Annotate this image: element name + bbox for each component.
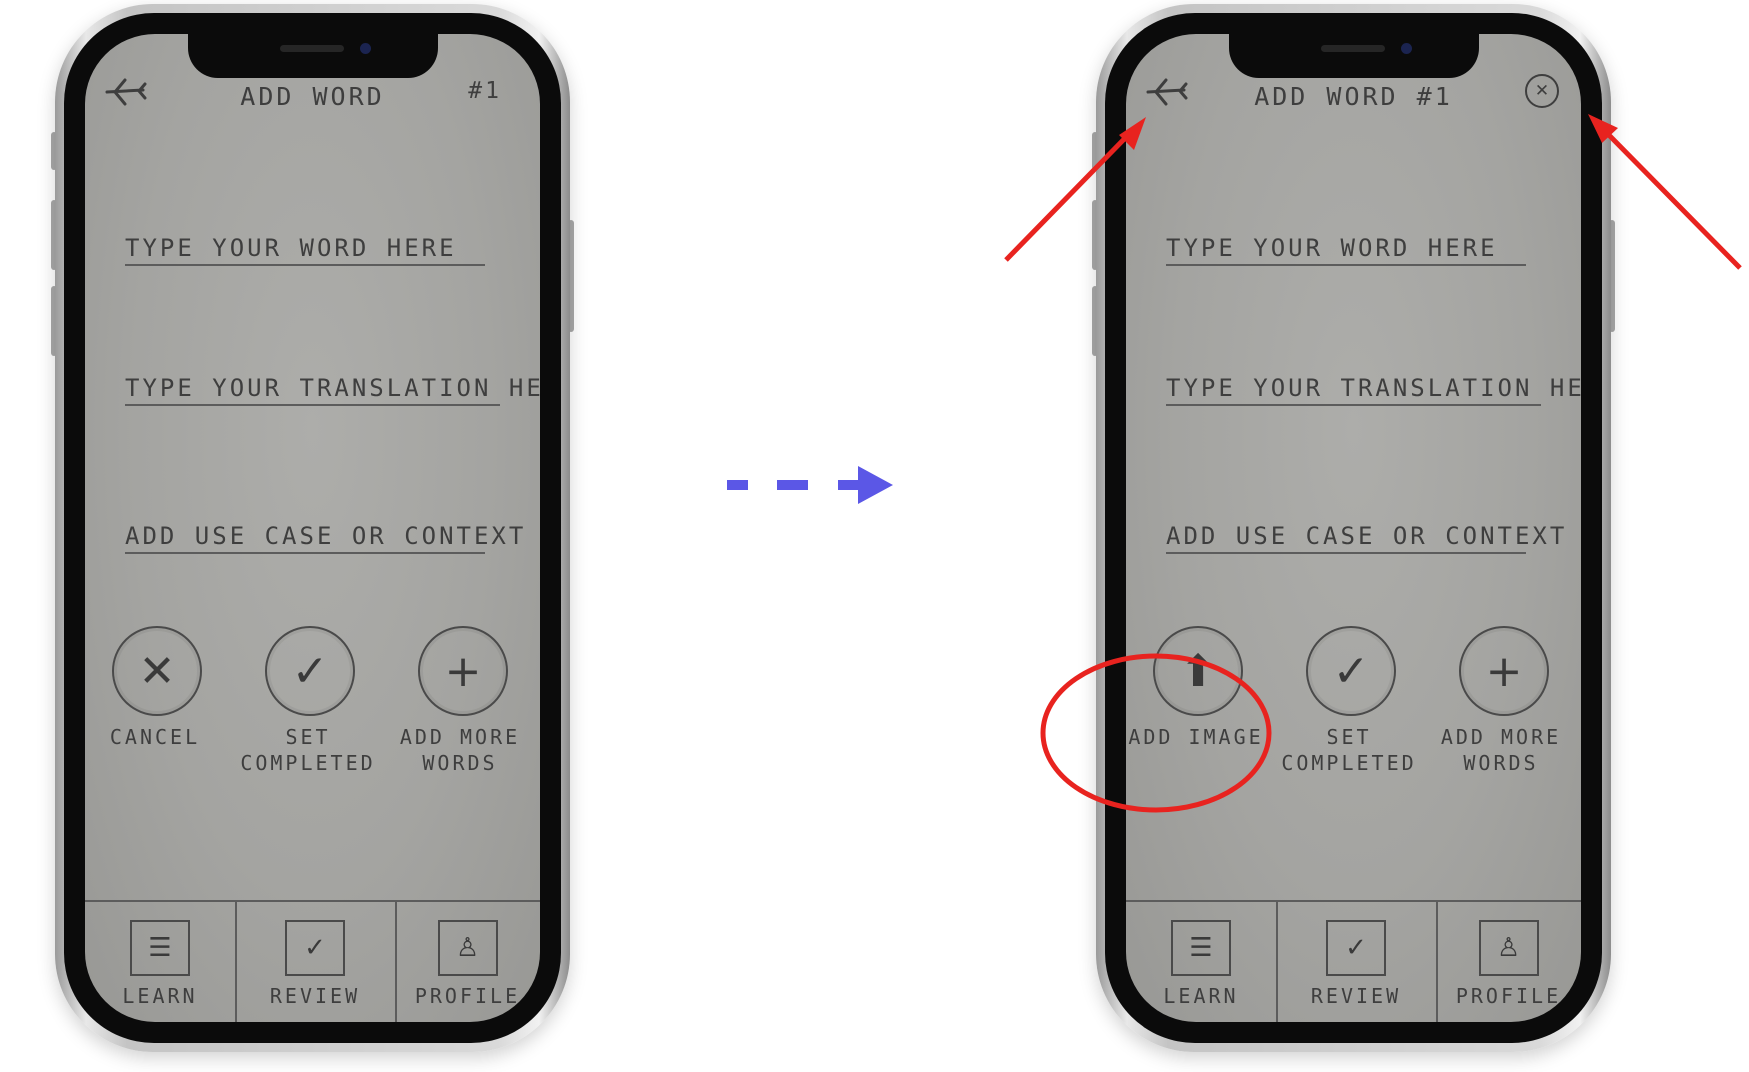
context-input[interactable]: ADD USE CASE OR CONTEXT <box>125 522 523 554</box>
add-more-words-button[interactable]: + <box>418 626 508 716</box>
speaker <box>279 45 344 52</box>
word-number: #1 <box>468 78 502 104</box>
volume-up-button <box>51 200 57 270</box>
notch <box>1228 34 1479 78</box>
translation-input[interactable]: TYPE YOUR TRANSLATION HERE <box>1166 374 1581 406</box>
tab-learn[interactable]: ☰ LEARN <box>1126 902 1278 1022</box>
cancel-label: CANCEL <box>109 725 201 749</box>
user-icon: ♙ <box>437 920 498 976</box>
front-camera <box>359 43 371 54</box>
tab-review[interactable]: ✓ REVIEW <box>1276 902 1438 1022</box>
airplane-back-icon[interactable] <box>1144 74 1192 110</box>
document-icon: ☰ <box>130 920 190 976</box>
checkbox-icon: ✓ <box>285 920 345 976</box>
set-completed-button[interactable]: ✓ <box>265 626 355 716</box>
mute-switch <box>51 132 57 170</box>
notch <box>187 34 438 78</box>
checkbox-icon: ✓ <box>1326 920 1386 976</box>
add-image-label: ADD IMAGE <box>1128 725 1264 749</box>
phone-mockup-before: ADD WORD #1 TYPE YOUR WORD HERE TYPE YOU… <box>51 4 574 1052</box>
screen-title: ADD WORD #1 <box>1254 82 1453 111</box>
tab-profile-label: PROFILE <box>414 984 521 1008</box>
tab-review-label: REVIEW <box>269 984 361 1008</box>
tab-learn[interactable]: ☰ LEARN <box>85 902 237 1022</box>
tab-learn-label: LEARN <box>1163 984 1239 1008</box>
sketch-screen: ADD WORD #1 TYPE YOUR WORD HERE TYPE YOU… <box>85 34 540 1022</box>
tab-bar: ☰ LEARN ✓ REVIEW ♙ PROFILE <box>1126 900 1581 1022</box>
tab-review-label: REVIEW <box>1310 984 1402 1008</box>
power-button <box>1609 220 1615 332</box>
tab-profile-label: PROFILE <box>1455 984 1562 1008</box>
speaker <box>1320 45 1385 52</box>
tab-profile[interactable]: ♙ PROFILE <box>395 902 540 1022</box>
plus-icon: + <box>1485 645 1523 697</box>
upload-arrow-icon: ⬆ <box>1179 645 1217 697</box>
plus-icon: + <box>444 645 482 697</box>
tab-review[interactable]: ✓ REVIEW <box>235 902 397 1022</box>
translation-input[interactable]: TYPE YOUR TRANSLATION HERE <box>125 374 540 406</box>
add-more-words-button[interactable]: + <box>1459 626 1549 716</box>
volume-down-button <box>1092 286 1098 356</box>
tab-learn-label: LEARN <box>122 984 198 1008</box>
front-camera <box>1400 43 1412 54</box>
airplane-back-icon[interactable] <box>103 74 151 110</box>
power-button <box>568 220 574 332</box>
user-icon: ♙ <box>1478 920 1539 976</box>
context-input[interactable]: ADD USE CASE OR CONTEXT <box>1166 522 1564 554</box>
close-icon: ✕ <box>138 645 176 697</box>
flow-arrow <box>727 466 893 504</box>
word-input[interactable]: TYPE YOUR WORD HERE <box>125 234 485 266</box>
phone-mockup-after: ADD WORD #1 ✕ TYPE YOUR WORD HERE TYPE Y… <box>1092 4 1615 1052</box>
add-image-button[interactable]: ⬆ <box>1153 626 1243 716</box>
set-completed-label: SET COMPLETED <box>1281 725 1417 775</box>
check-icon: ✓ <box>291 645 329 697</box>
word-input[interactable]: TYPE YOUR WORD HERE <box>1166 234 1526 266</box>
add-more-words-label: ADD MORE WORDS <box>399 725 521 775</box>
add-more-words-label: ADD MORE WORDS <box>1440 725 1562 775</box>
cancel-button[interactable]: ✕ <box>112 626 202 716</box>
document-icon: ☰ <box>1171 920 1231 976</box>
tab-profile[interactable]: ♙ PROFILE <box>1436 902 1581 1022</box>
set-completed-label: SET COMPLETED <box>240 725 376 775</box>
set-completed-button[interactable]: ✓ <box>1306 626 1396 716</box>
volume-down-button <box>51 286 57 356</box>
close-icon[interactable]: ✕ <box>1525 74 1559 108</box>
tab-bar: ☰ LEARN ✓ REVIEW ♙ PROFILE <box>85 900 540 1022</box>
sketch-screen: ADD WORD #1 ✕ TYPE YOUR WORD HERE TYPE Y… <box>1126 34 1581 1022</box>
check-icon: ✓ <box>1332 645 1370 697</box>
screen-title: ADD WORD <box>240 82 385 111</box>
